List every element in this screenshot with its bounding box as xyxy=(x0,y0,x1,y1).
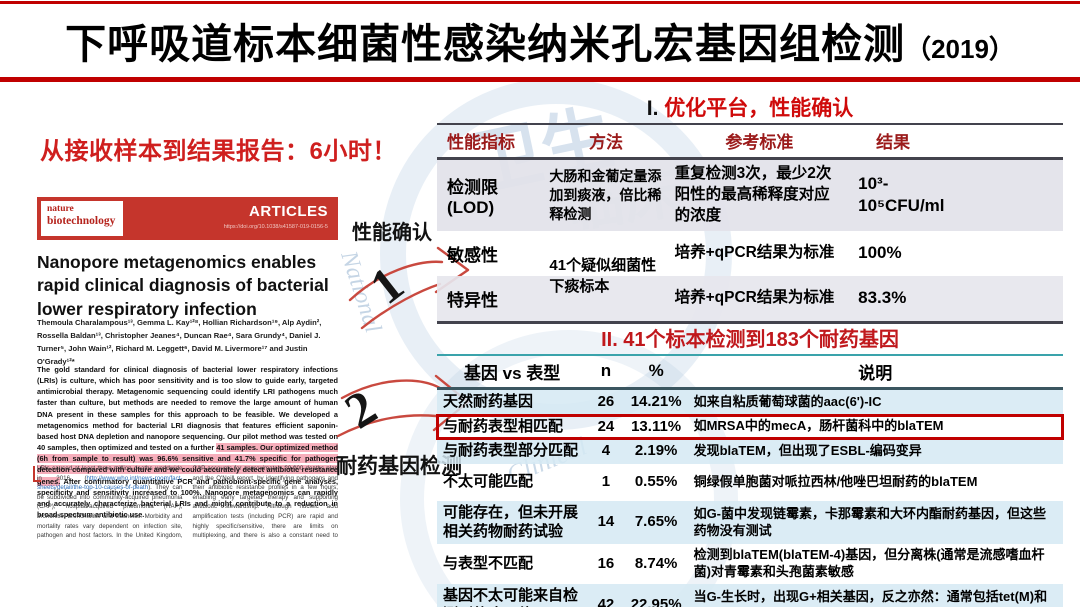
row-label: 可能存在，但未开展相关药物耐药试验 xyxy=(443,503,579,540)
table-row: 敏感性 41个疑似细菌性下痰标本 培养+qPCR结果为标准 100% xyxy=(437,230,1063,324)
table1-title-text: 优化平台，性能确认 xyxy=(664,97,854,120)
row-label: 天然耐药基因 xyxy=(443,392,534,410)
tables-panel: I. 优化平台，性能确认 性能指标 方法 参考标准 结果 检测限(LOD) 大肠… xyxy=(436,96,1064,607)
table1-header-method: 方法 xyxy=(543,124,669,160)
table2-header-note: 说明 xyxy=(687,355,1063,390)
table-row: 检测限(LOD) 大肠和金葡定量添加到痰液，倍比稀释检测 重复检测3次，最少2次… xyxy=(437,158,1063,231)
row-percent: 0.55% xyxy=(634,473,678,491)
row-note: 发现blaTEM，但出现了ESBL-编码变异 xyxy=(693,443,922,459)
row-n: 26 xyxy=(597,392,615,410)
row-note: 铜绿假单胞菌对哌拉西林/他唑巴坦耐药的blaTEM xyxy=(693,473,978,489)
step2-label: 耐药基因检测 xyxy=(336,455,462,478)
row-percent: 14.21% xyxy=(630,392,682,410)
performance-table: 性能指标 方法 参考标准 结果 检测限(LOD) 大肠和金葡定量添加到痰液，倍比… xyxy=(437,123,1063,324)
journal-name-line1: nature xyxy=(47,204,74,214)
doi-text: https://doi.org/10.1038/s41587-019-0156-… xyxy=(223,224,328,230)
row-percent: 7.65% xyxy=(634,513,678,531)
row-label: 与耐药表型相匹配 xyxy=(443,417,564,435)
row-label: 不太可能匹配 xyxy=(443,473,534,491)
row-percent: 13.11% xyxy=(631,417,682,435)
table2-header-genotype: 基因 vs 表型 xyxy=(437,355,588,390)
table2-title: II. 41个标本检测到183个耐药基因 xyxy=(437,329,1063,356)
paper-authors: Themoula Charalampous¹³, Gemma L. Kay¹²⁸… xyxy=(37,318,322,366)
table2-header-percent: % xyxy=(624,355,688,390)
specificity-reference: 培养+qPCR结果为标准 xyxy=(668,275,851,324)
sensitivity-result: 100% xyxy=(858,243,902,263)
paper-body-columns: LRIs caused at least three million death… xyxy=(37,464,338,548)
row-note: 检测到blaTEM(blaTEM-4)基因，但分离株(通常是流感嗜血杆菌)对青霉… xyxy=(693,547,1045,580)
table-row: 特异性 培养+qPCR结果为标准 83.3% xyxy=(437,275,1063,324)
table1-title: I. 优化平台，性能确认 xyxy=(437,96,1063,121)
table1-header-indicator: 性能指标 xyxy=(437,124,544,160)
table-row: 不太可能匹配 1 0.55% 铜绿假单胞菌对哌拉西林/他唑巴坦耐药的blaTEM xyxy=(437,464,1063,501)
paper-abstract: The gold standard for clinical diagnosis… xyxy=(37,364,339,520)
who-link-text: http://www.who.int/news-room/fact-sheets… xyxy=(37,474,183,492)
journal-name-line2: biotechnology xyxy=(47,214,116,227)
row-note: 如来自粘质葡萄球菌的aac(6')-IC xyxy=(693,393,882,409)
table1-header-result: 结果 xyxy=(850,124,1063,160)
table1-header-reference: 参考标准 xyxy=(668,124,851,160)
row-label: 基因不太可能来自检测到的病原体 xyxy=(443,587,579,607)
row-note: 如G-菌中发现链霉素，卡那霉素和大环内酯耐药基因，但这些药物没有测试 xyxy=(693,505,1047,538)
lod-label: 检测限(LOD) xyxy=(447,177,498,217)
table-row: 基因不太可能来自检测到的病原体 42 22.95% 当G-生长时，出现G+相关基… xyxy=(437,584,1063,607)
body-text: plan and the O'Neill report, by identify… xyxy=(192,465,339,540)
table-row: 与表型不匹配 16 8.74% 检测到blaTEM(blaTEM-4)基因，但分… xyxy=(437,544,1063,584)
row-label: 与耐药表型部分匹配 xyxy=(443,442,579,460)
slide-title-year: （2019） xyxy=(905,34,1015,64)
lod-reference: 重复检测3次，最少2次阳性的最高稀释度对应的浓度 xyxy=(674,165,832,224)
row-percent: 2.19% xyxy=(634,442,678,460)
table2-header-n: n xyxy=(587,355,625,390)
slide-title: 下呼吸道标本细菌性感染纳米孔宏基因组检测（2019） xyxy=(0,10,1080,70)
row-note: 如MRSA中的mecA，肠杆菌科中的blaTEM xyxy=(693,418,944,434)
row-n: 16 xyxy=(597,554,615,572)
table-row: 可能存在，但未开展相关药物耐药试验 14 7.65% 如G-菌中发现链霉素，卡那… xyxy=(437,500,1063,545)
resistance-genes-table: 基因 vs 表型 n % 说明 天然耐药基因 26 14.21% 如来自粘质葡萄… xyxy=(436,355,1064,607)
step1-label: 性能确认 xyxy=(352,222,432,244)
turnaround-slogan: 从接收样本到结果报告：6小时！ xyxy=(40,138,397,165)
table-row: 与耐药表型部分匹配 4 2.19% 发现blaTEM，但出现了ESBL-编码变异 xyxy=(437,439,1063,465)
slide-title-text: 下呼吸道标本细菌性感染纳米孔宏基因组检测 xyxy=(65,21,906,67)
abstract-text: The gold standard for clinical diagnosis… xyxy=(37,365,338,453)
articles-label: ARTICLES xyxy=(249,203,328,220)
row-label: 与表型不匹配 xyxy=(443,554,534,572)
row-n: 24 xyxy=(597,417,615,435)
nature-biotechnology-logo: nature biotechnology xyxy=(41,201,123,236)
title-divider-rule xyxy=(0,77,1080,82)
table-row-highlighted: 与耐药表型相匹配 24 13.11% 如MRSA中的mecA，肠杆菌科中的bla… xyxy=(436,413,1064,441)
sensitivity-label: 敏感性 xyxy=(447,245,498,265)
lod-method: 大肠和金葡定量添加到痰液，倍比稀释检测 xyxy=(549,168,662,222)
table-row: 天然耐药基因 26 14.21% 如来自粘质葡萄球菌的aac(6')-IC xyxy=(437,388,1063,415)
sensitivity-reference: 培养+qPCR结果为标准 xyxy=(674,243,835,261)
merged-method-cell: 41个疑似细菌性下痰标本 xyxy=(543,230,669,324)
row-percent: 8.74% xyxy=(634,554,678,572)
row-note: 当G-生长时，出现G+相关基因，反之亦然：通常包括tet(M)和mefa xyxy=(693,588,1048,607)
dropcap-red-bracket xyxy=(33,466,41,482)
row-n: 14 xyxy=(597,513,615,531)
specificity-label: 特异性 xyxy=(437,275,544,324)
lod-result: 10³- 10⁵CFU/ml xyxy=(858,174,945,216)
table1-title-prefix: I. xyxy=(646,97,659,120)
row-percent: 22.95% xyxy=(630,596,682,607)
table1-header-row: 性能指标 方法 参考标准 结果 xyxy=(437,124,1063,160)
table2-header-row: 基因 vs 表型 n % 说明 xyxy=(437,355,1063,390)
journal-banner: nature biotechnology ARTICLES https://do… xyxy=(37,197,338,240)
row-n: 4 xyxy=(601,442,611,460)
row-n: 1 xyxy=(601,473,611,491)
top-red-rule xyxy=(0,1,1080,4)
body-text: LRIs caused at least three million death… xyxy=(37,465,183,482)
row-n: 42 xyxy=(597,596,615,607)
specificity-result: 83.3% xyxy=(850,275,1063,324)
paper-title: Nanopore metagenomics enables rapid clin… xyxy=(37,252,329,319)
body-text: ). They can be subdivided into community… xyxy=(37,465,327,540)
abstract-text: After confirmatory quantitative PCR and … xyxy=(37,476,338,520)
